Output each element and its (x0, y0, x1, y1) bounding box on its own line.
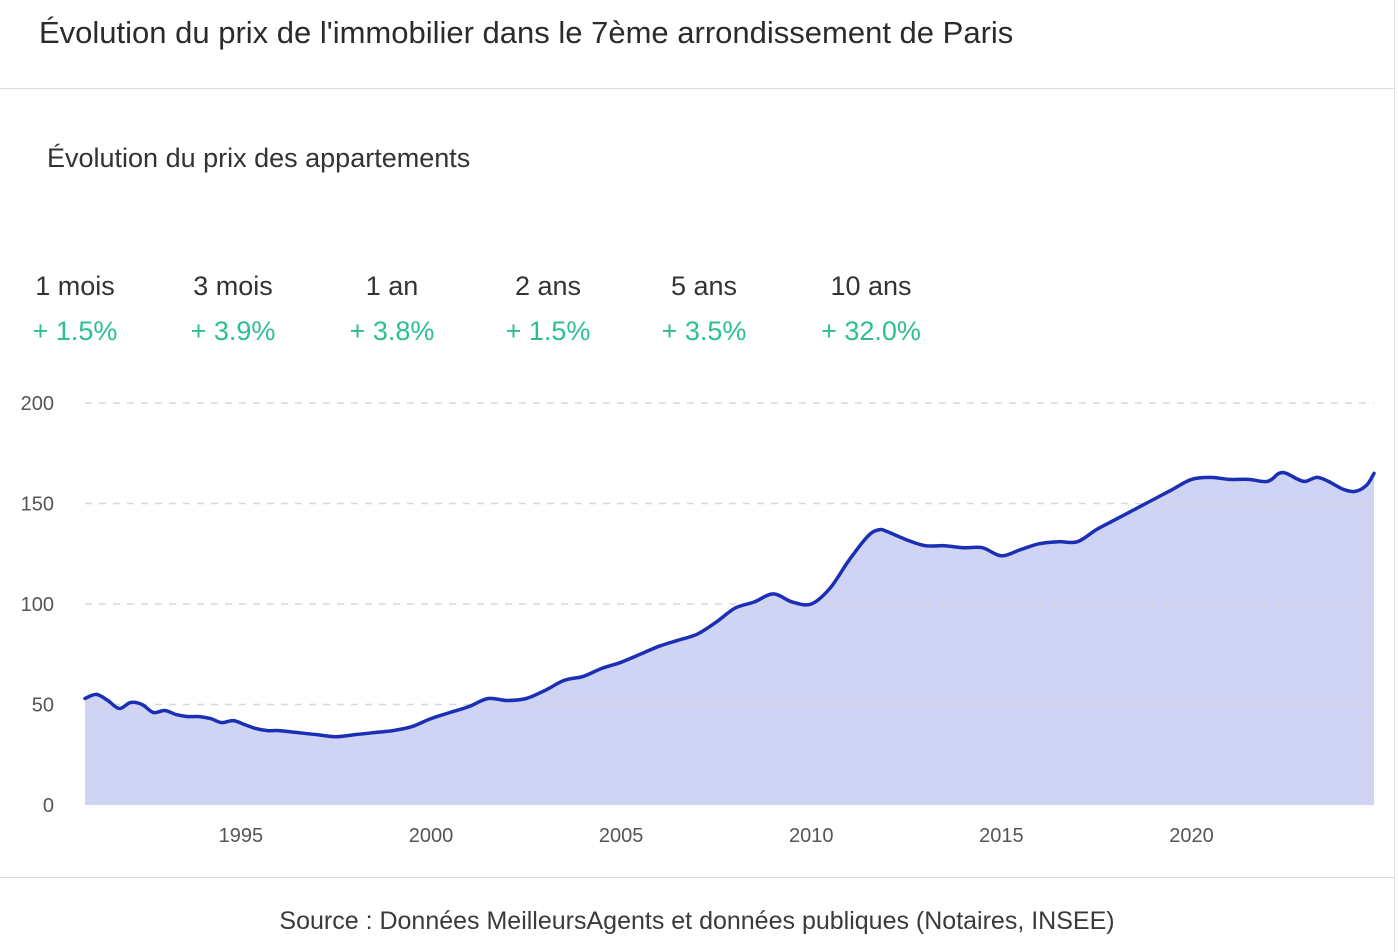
stat-5-ans: 5 ans + 3.5% (644, 268, 764, 349)
stat-1-mois: 1 mois + 1.5% (15, 268, 135, 349)
x-tick-label: 2005 (599, 825, 644, 847)
stat-2-ans: 2 ans + 1.5% (488, 268, 608, 349)
stat-value: + 3.8% (349, 316, 435, 346)
stat-3-mois: 3 mois + 3.9% (173, 268, 293, 349)
y-tick-label: 0 (43, 795, 54, 817)
y-tick-label: 50 (32, 695, 54, 717)
stat-value: + 1.5% (32, 316, 118, 346)
x-tick-label: 2015 (979, 825, 1024, 847)
series-line (83, 470, 1376, 739)
stat-label: 5 ans (670, 271, 738, 301)
chart-subtitle: Évolution du prix des appartements (47, 143, 471, 173)
stat-10-ans: 10 ans + 32.0% (811, 268, 931, 349)
right-border (1394, 0, 1395, 952)
x-tick-label: 2020 (1169, 825, 1214, 847)
stat-label: 10 ans (830, 271, 912, 301)
stat-1-an: 1 an + 3.8% (332, 268, 452, 349)
page-header: Évolution du prix de l'immobilier dans l… (0, 0, 1394, 89)
x-tick-label: 2010 (789, 825, 834, 847)
stat-label: 1 mois (35, 271, 115, 301)
stat-value: + 1.5% (505, 316, 591, 346)
stat-value: + 32.0% (821, 316, 921, 346)
stat-label: 3 mois (193, 271, 273, 301)
y-tick-label: 150 (21, 494, 54, 516)
x-tick-label: 2000 (409, 825, 454, 847)
series-area (85, 472, 1374, 805)
price-chart: 0 50 100 150 200 1995 2000 2005 2010 2015 2020 (21, 393, 1376, 847)
source-note: Source : Données MeilleursAgents et donn… (279, 907, 1115, 935)
stat-label: 2 ans (514, 271, 582, 301)
page-title: Évolution du prix de l'immobilier dans l… (39, 15, 1014, 50)
stat-value: + 3.5% (661, 316, 747, 346)
y-tick-label: 200 (21, 393, 54, 415)
stat-label: 1 an (365, 271, 419, 301)
footer-divider (0, 877, 1394, 878)
y-tick-label: 100 (21, 594, 54, 616)
stat-value: + 3.9% (190, 316, 276, 346)
x-tick-label: 1995 (219, 825, 264, 847)
